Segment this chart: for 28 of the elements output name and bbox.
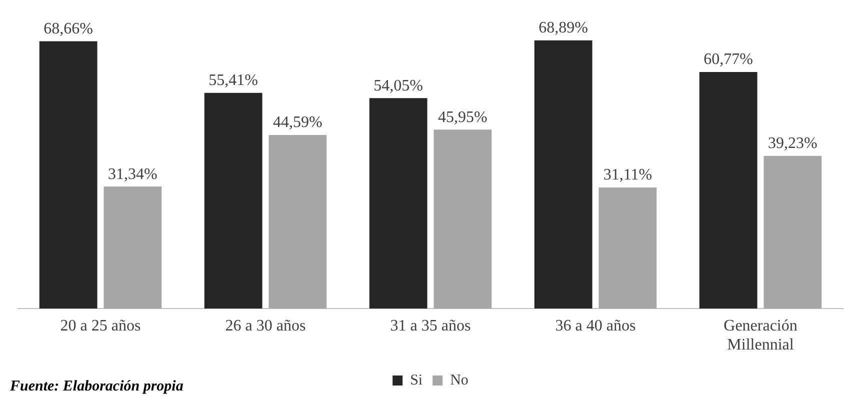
- x-tick-label: 36 a 40 años: [555, 317, 636, 334]
- source-note: Fuente: Elaboración propia: [9, 378, 184, 394]
- data-label: 45,95%: [438, 108, 488, 126]
- bar: [369, 98, 428, 309]
- bar: [268, 134, 327, 309]
- x-tick-label: 26 a 30 años: [225, 317, 306, 334]
- bar: [764, 156, 822, 309]
- data-label: 68,66%: [44, 20, 93, 38]
- bar: [699, 72, 758, 309]
- data-label: 31,34%: [108, 166, 158, 183]
- data-label: 55,41%: [208, 72, 258, 90]
- bar: [434, 130, 492, 309]
- legend-label: Si: [410, 372, 423, 388]
- bar: [534, 40, 592, 309]
- legend-label: No: [450, 372, 468, 388]
- x-tick-label: 20 a 25 años: [60, 317, 141, 334]
- bar: [104, 186, 162, 309]
- x-tick-label: Generación Millennial: [724, 317, 798, 354]
- bar: [204, 92, 262, 309]
- data-label: 39,23%: [768, 135, 818, 152]
- data-label: 44,59%: [273, 114, 322, 132]
- bar: [39, 41, 98, 309]
- bar: [598, 187, 657, 309]
- x-tick-label: 31 a 35 años: [390, 317, 471, 334]
- data-label: 60,77%: [704, 51, 753, 68]
- data-label: 31,11%: [603, 166, 652, 184]
- data-label: 54,05%: [374, 77, 423, 94]
- data-label: 68,89%: [538, 20, 588, 37]
